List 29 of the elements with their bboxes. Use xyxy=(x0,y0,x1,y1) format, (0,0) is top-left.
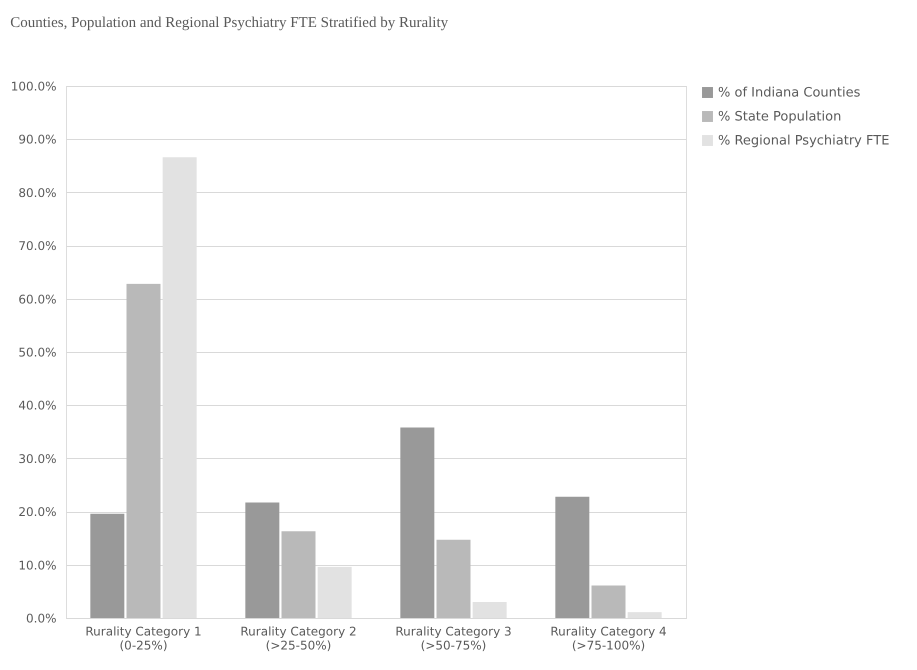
bar xyxy=(400,428,434,618)
x-tick-label: Rurality Category 4 (>75-100%) xyxy=(550,624,667,652)
bar xyxy=(555,496,590,618)
bar xyxy=(126,284,160,618)
bar xyxy=(472,602,507,618)
x-tick-label: Rurality Category 3 (>50-75%) xyxy=(395,624,512,652)
y-tick-label: 100.0% xyxy=(10,80,56,94)
y-tick-label: 60.0% xyxy=(18,292,56,306)
y-tick-label: 40.0% xyxy=(18,398,56,413)
bar xyxy=(592,586,626,618)
y-tick-label: 90.0% xyxy=(18,132,56,147)
y-tick-label: 0.0% xyxy=(26,612,56,626)
bar xyxy=(282,531,316,618)
x-tick-label: Rurality Category 1 (0-25%) xyxy=(85,624,202,652)
y-tick-label: 30.0% xyxy=(18,452,56,466)
y-tick-label: 20.0% xyxy=(18,505,56,520)
chart-title: Counties, Population and Regional Psychiatry FTE Stratified by Rurality xyxy=(10,15,449,31)
bar xyxy=(90,514,124,618)
y-tick-label: 50.0% xyxy=(18,346,56,360)
y-tick-label: 10.0% xyxy=(18,558,56,572)
legend-label: % State Population xyxy=(718,110,842,124)
y-tick-label: 80.0% xyxy=(18,186,56,200)
bar xyxy=(436,540,470,618)
legend-label: % Regional Psychiatry FTE xyxy=(718,134,890,148)
x-tick-label: Rurality Category 2 (>25-50%) xyxy=(240,624,357,652)
bar xyxy=(245,502,280,618)
legend-label: % of Indiana Counties xyxy=(718,86,861,100)
bar xyxy=(628,612,662,618)
y-tick-label: 70.0% xyxy=(18,239,56,254)
